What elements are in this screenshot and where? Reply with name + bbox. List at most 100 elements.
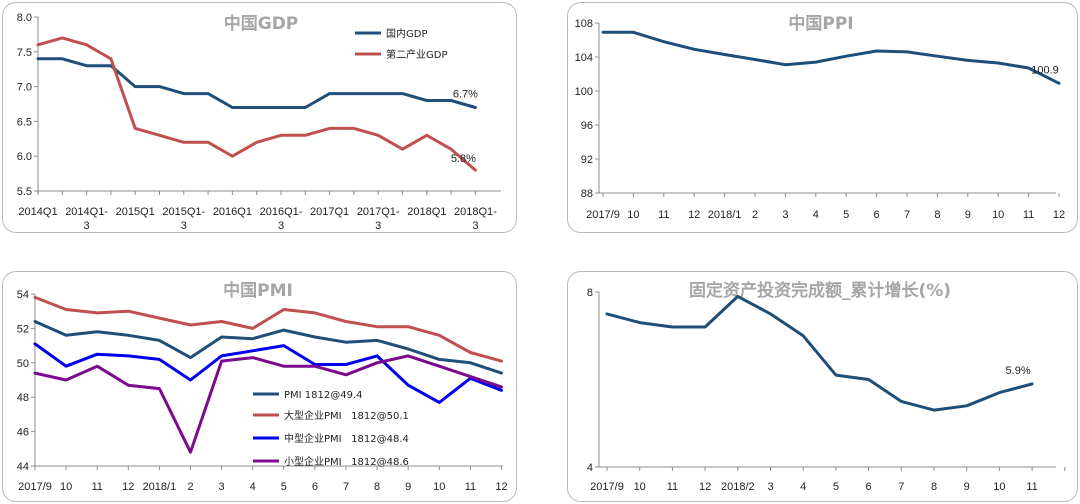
gdp-y-tick-label: 5.5	[17, 186, 32, 198]
ppi-series-line-1	[601, 30, 1061, 85]
pmi-series-line-1	[33, 320, 503, 375]
ppi-x-tick-label: 8	[934, 209, 940, 221]
gdp-x-tick-label-line2: 3	[278, 220, 284, 232]
ppi-x-tick-label: 4	[813, 209, 819, 221]
fai-x-tick-label: 6	[866, 481, 872, 493]
pmi-y-tick-label: 44	[17, 461, 29, 473]
gdp-x-tick-label: 2017Q1	[310, 206, 349, 218]
ppi-chart-title: 中国PPI	[788, 13, 853, 34]
ppi-x-tick-label: 2018/1	[708, 209, 742, 221]
pmi-legend-label-3: 中型企业PMI 1812@48.4	[284, 432, 409, 445]
fai-x-tick-label: 10	[634, 481, 646, 493]
fai-x-tick-label: 7	[898, 481, 904, 493]
pmi-x-tick-label: 2	[187, 481, 193, 493]
fai-chart-title: 固定资产投资完成额_累计增长(%)	[689, 280, 951, 301]
pmi-x-tick-label: 9	[405, 481, 411, 493]
gdp-y-tick-label: 6.0	[17, 151, 32, 163]
ppi-y-tick-label: 92	[581, 154, 593, 166]
pmi-chart-panel: 中国PMI 44 46 48 50 52 54 2017/9 10 11 12 2018/1 2 3 4 5…	[2, 271, 517, 502]
pmi-y-tick-label: 50	[17, 358, 29, 370]
pmi-series-line-3	[33, 342, 503, 404]
gdp-end-label-1: 6.7%	[453, 88, 478, 100]
pmi-x-tick-label: 3	[219, 481, 225, 493]
gdp-legend: 国内GDP 第二产业GDP	[355, 27, 447, 61]
gdp-x-tick-label-line2: 3	[84, 220, 90, 232]
fai-y-tick-label: 8	[587, 287, 593, 299]
fai-x-tick-label: 4	[800, 481, 806, 493]
gdp-chart-panel: 中国GDP 5.5 6.0 6.5 7.0 7.5 8.0 2014Q1 2014Q1- 3 20…	[2, 2, 517, 233]
gdp-series-line-1	[36, 57, 477, 109]
ppi-x-tick-label: 12	[688, 209, 700, 221]
ppi-y-tick-label: 88	[581, 188, 593, 200]
gdp-chart-title: 中国GDP	[224, 13, 299, 34]
ppi-x-tick-label: 10	[992, 209, 1004, 221]
ppi-x-tick-label: 9	[965, 209, 971, 221]
pmi-legend-label-1: PMI 1812@49.4	[284, 390, 363, 401]
fai-end-label-1: 5.9%	[1006, 365, 1031, 377]
pmi-x-tick-label: 6	[312, 481, 318, 493]
gdp-y-tick-label: 6.5	[17, 116, 32, 128]
pmi-y-tick-label: 54	[17, 289, 29, 301]
pmi-chart-title: 中国PMI	[223, 280, 293, 301]
ppi-x-tick-label: 2017/9	[586, 209, 620, 221]
gdp-x-tick-label-line2: 3	[181, 220, 187, 232]
gdp-legend-label-2: 第二产业GDP	[386, 48, 447, 61]
ppi-x-tick-label: 11	[658, 209, 669, 221]
pmi-x-tick-label: 11	[91, 481, 102, 493]
pmi-x-tick-label: 2017/9	[18, 481, 52, 493]
fai-chart: 固定资产投资完成额_累计增长(%) 4 8 2017/9 10 11 12 2018/2 3 4…	[587, 280, 1066, 493]
fai-x-tick-label: 9	[964, 481, 970, 493]
gdp-x-tick-label-line2: 3	[375, 220, 381, 232]
pmi-legend-label-4: 小型企业PMI 1812@48.6	[284, 455, 409, 468]
ppi-x-tick-label: 2	[752, 209, 758, 221]
gdp-y-tick-label: 8.0	[17, 12, 32, 24]
pmi-x-tick-label: 10	[60, 481, 72, 493]
pmi-x-tick-label: 2018/1	[143, 481, 177, 493]
pmi-y-tick-label: 48	[17, 392, 29, 404]
fai-x-tick-label: 12	[699, 481, 711, 493]
ppi-x-tick-label: 3	[782, 209, 788, 221]
ppi-y-tick-label: 100	[575, 86, 593, 98]
ppi-x-tick-label: 7	[904, 209, 910, 221]
pmi-x-tick-label: 12	[122, 481, 134, 493]
gdp-x-tick-label: 2016Q1	[213, 206, 252, 218]
ppi-x-tick-label: 12	[1053, 209, 1065, 221]
ppi-x-tick-label: 10	[627, 209, 639, 221]
gdp-x-tick-label: 2015Q1	[116, 206, 155, 218]
gdp-x-tick-label: 2014Q1	[18, 206, 57, 218]
fai-x-tick-label: 2017/9	[590, 481, 624, 493]
pmi-x-tick-label: 5	[281, 481, 287, 493]
ppi-y-tick-label: 104	[575, 52, 593, 64]
pmi-x-tick-label: 10	[433, 481, 445, 493]
fai-x-tick-label: 5	[833, 481, 839, 493]
gdp-y-tick-label: 7.5	[17, 47, 32, 59]
gdp-x-tick-label: 2014Q1-	[65, 206, 108, 218]
pmi-y-tick-label: 46	[17, 427, 29, 439]
gdp-x-tick-label: 2018Q1-	[454, 206, 497, 218]
gdp-series-line-2	[36, 36, 477, 172]
ppi-x-tick-label: 6	[874, 209, 880, 221]
gdp-x-tick-label-line2: 3	[472, 220, 478, 232]
pmi-x-tick-label: 12	[495, 481, 507, 493]
ppi-end-label-1: 100.9	[1031, 64, 1059, 76]
pmi-legend: PMI 1812@49.4 大型企业PMI 1812@50.1 中型企业PMI …	[253, 390, 409, 468]
gdp-x-tick-label: 2018Q1	[407, 206, 446, 218]
fai-y-tick-label: 4	[587, 462, 593, 474]
fai-x-tick-label: 10	[993, 481, 1005, 493]
ppi-x-tick-label: 11	[1023, 209, 1034, 221]
fai-chart-panel: 固定资产投资完成额_累计增长(%) 4 8 2017/9 10 11 12 2018/2 3 4…	[567, 271, 1078, 502]
pmi-series-line-2	[33, 295, 503, 363]
fai-x-tick-label: 11	[667, 481, 678, 493]
gdp-x-tick-label: 2016Q1-	[260, 206, 303, 218]
gdp-y-tick-label: 7.0	[17, 82, 32, 94]
fai-x-tick-label: 3	[767, 481, 773, 493]
gdp-x-tick-label: 2017Q1-	[357, 206, 400, 218]
pmi-y-tick-label: 52	[17, 323, 29, 335]
pmi-x-tick-label: 4	[250, 481, 256, 493]
ppi-x-tick-label: 5	[843, 209, 849, 221]
fai-series-line-1	[605, 294, 1034, 412]
pmi-chart: 中国PMI 44 46 48 50 52 54 2017/9 10 11 12 2018/1 2 3 4 5…	[17, 280, 508, 493]
pmi-series-line-4	[33, 354, 503, 454]
pmi-x-tick-label: 8	[374, 481, 380, 493]
